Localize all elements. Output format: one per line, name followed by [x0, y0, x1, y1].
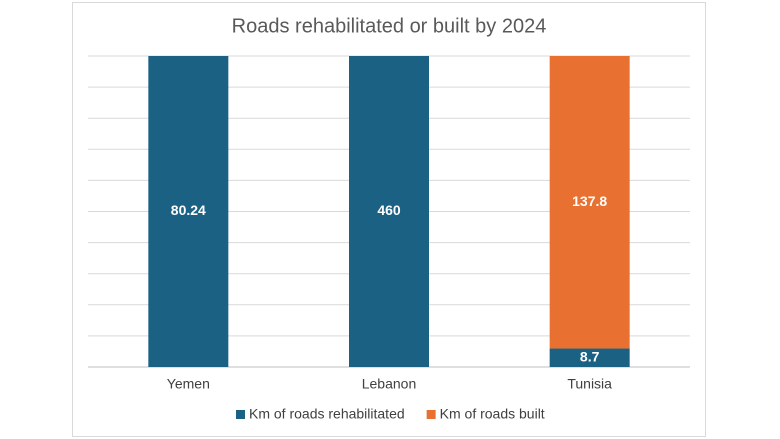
value-label: 137.8 [572, 193, 607, 209]
legend-label: Km of roads built [440, 406, 545, 422]
chart-title: Roads rehabilitated or built by 2024 [232, 15, 547, 37]
x-tick-label: Tunisia [567, 376, 612, 392]
legend-swatch [426, 410, 436, 419]
x-tick-label: Lebanon [362, 376, 417, 392]
bar-segment [148, 56, 229, 367]
value-label: 8.7 [580, 348, 600, 364]
legend-label: Km of roads rehabilitated [249, 406, 405, 422]
bar-segment [549, 56, 630, 349]
value-label: 80.24 [171, 202, 206, 218]
bar-segment [549, 348, 630, 367]
bar-segment [349, 56, 429, 367]
x-tick-label: Yemen [167, 376, 210, 392]
value-label: 460 [377, 202, 401, 218]
legend-swatch [236, 410, 245, 419]
